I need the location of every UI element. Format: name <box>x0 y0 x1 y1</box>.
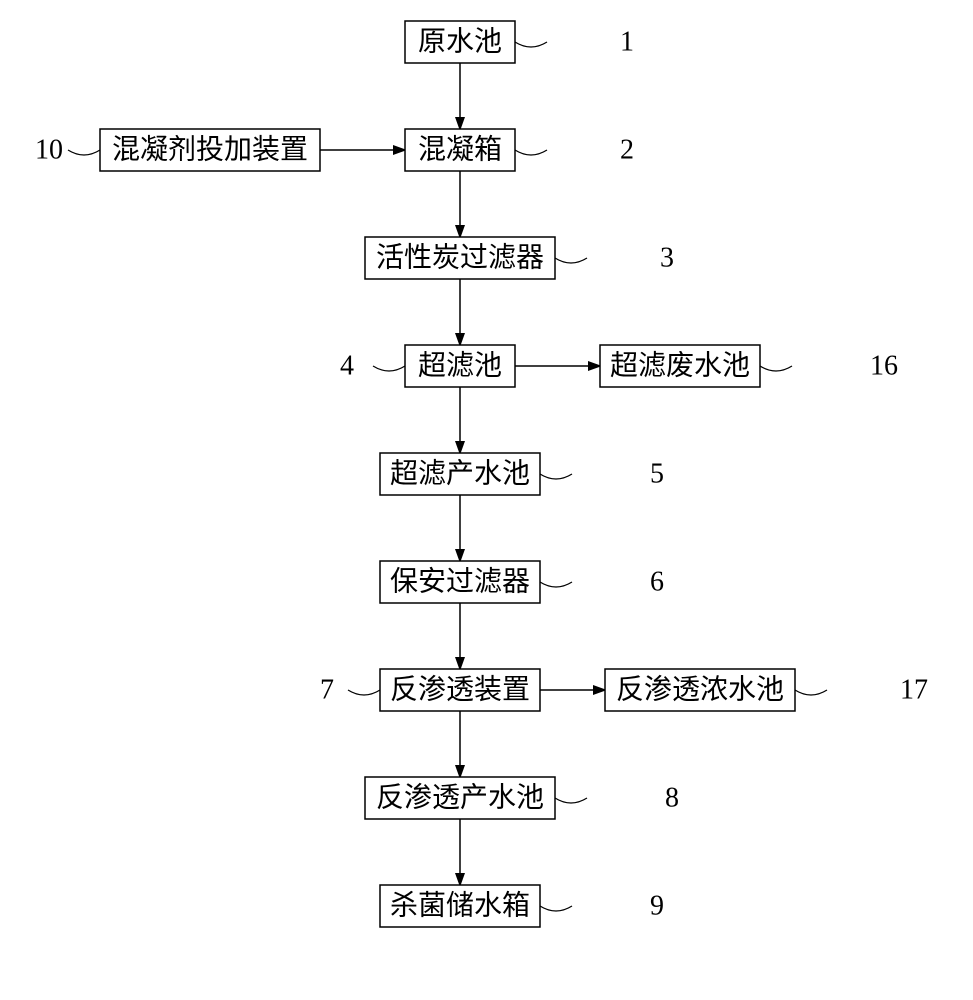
leader-n9 <box>540 906 572 911</box>
box-label-b9: 杀菌储水箱 <box>390 890 530 922</box>
callout-number-n4: 4 <box>340 351 354 382</box>
flowchart-canvas: 原水池混凝箱活性炭过滤器超滤池超滤产水池保安过滤器反渗透装置反渗透产水池杀菌储水… <box>0 0 973 1000</box>
box-label-b4: 超滤池 <box>418 350 502 382</box>
leader-n3 <box>555 258 587 263</box>
callout-number-n2: 2 <box>620 135 634 166</box>
callout-number-n8: 8 <box>665 783 679 814</box>
callout-number-n5: 5 <box>650 459 664 490</box>
box-label-b6: 保安过滤器 <box>390 566 530 598</box>
callout-number-n1: 1 <box>620 27 634 58</box>
leader-n8 <box>555 798 587 803</box>
box-label-b17: 反渗透浓水池 <box>616 674 784 706</box>
leader-n1 <box>515 42 547 47</box>
leader-n17 <box>795 690 827 695</box>
leader-n16 <box>760 366 792 371</box>
box-label-b10: 混凝剂投加装置 <box>112 134 308 166</box>
box-label-b16: 超滤废水池 <box>610 350 750 382</box>
box-label-b7: 反渗透装置 <box>390 674 530 706</box>
callout-number-n6: 6 <box>650 567 664 598</box>
callout-number-n17: 17 <box>900 675 928 706</box>
callout-number-n9: 9 <box>650 891 664 922</box>
leader-n7 <box>348 690 380 695</box>
leader-n4 <box>373 366 405 371</box>
leader-n6 <box>540 582 572 587</box>
box-label-b3: 活性炭过滤器 <box>376 242 544 274</box>
callout-number-n3: 3 <box>660 243 674 274</box>
callout-number-n10: 10 <box>35 135 63 166</box>
box-label-b1: 原水池 <box>418 26 502 58</box>
box-label-b8: 反渗透产水池 <box>376 782 544 814</box>
leader-n5 <box>540 474 572 479</box>
box-label-b2: 混凝箱 <box>418 134 502 166</box>
leader-n2 <box>515 150 547 155</box>
callout-number-n16: 16 <box>870 351 898 382</box>
leader-n10 <box>68 150 100 155</box>
callout-number-n7: 7 <box>320 675 334 706</box>
box-label-b5: 超滤产水池 <box>390 458 530 490</box>
